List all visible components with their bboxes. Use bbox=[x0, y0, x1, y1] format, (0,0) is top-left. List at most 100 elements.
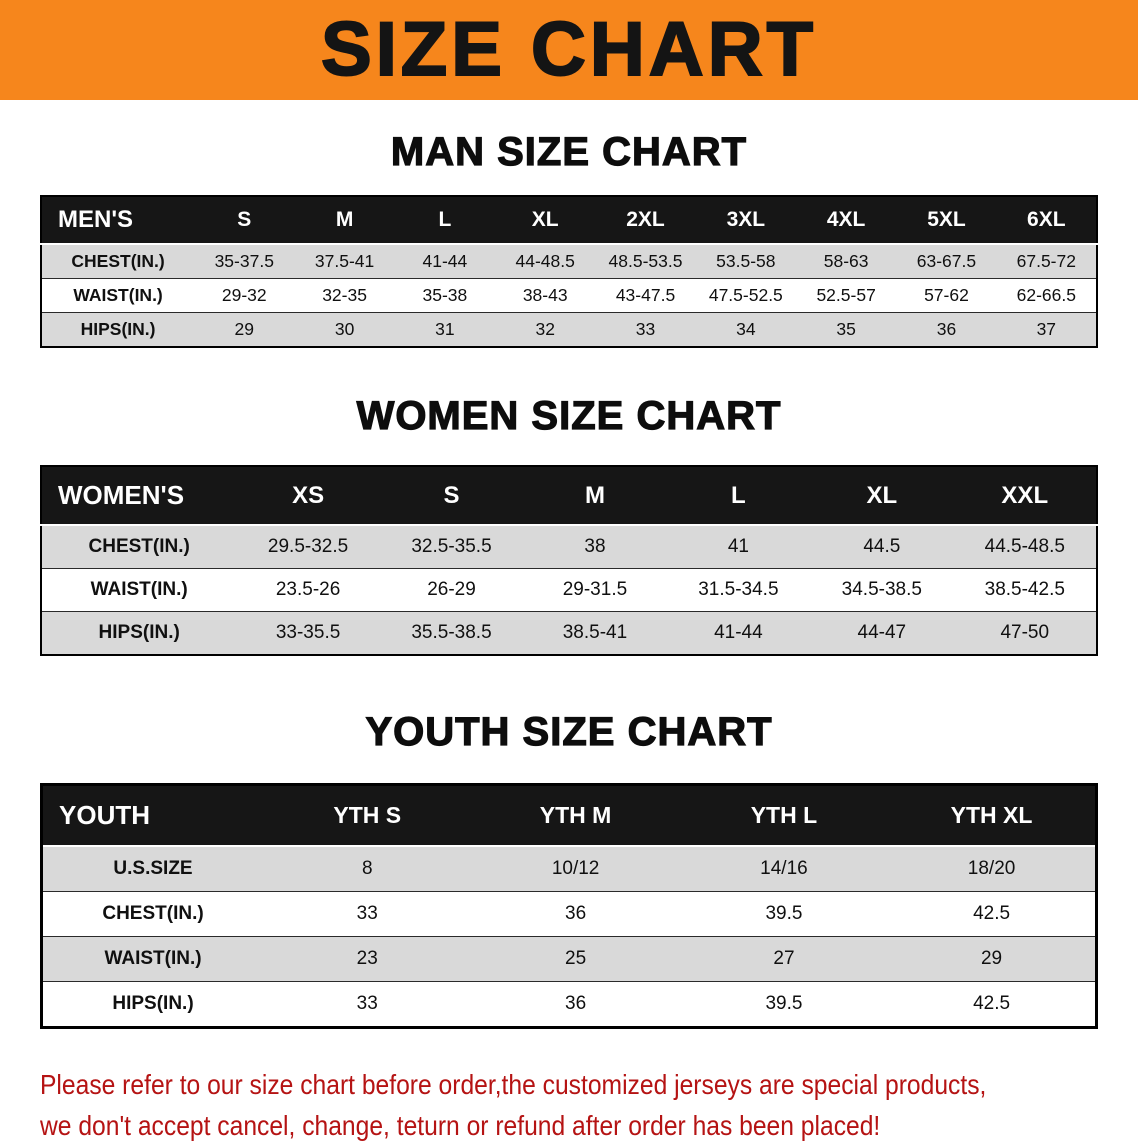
table-row: WAIST(IN.) 23 25 27 29 bbox=[41, 936, 1097, 982]
size-value: 42.5 bbox=[888, 981, 1097, 1028]
men-section: MAN SIZE CHART MEN'S S M L XL 2XL 3XL 4XL 5XL 6XL… bbox=[0, 129, 1138, 348]
row-label: WAIST(IN.) bbox=[41, 936, 264, 982]
size-column-header: 5XL bbox=[896, 196, 997, 245]
size-value: 44-47 bbox=[810, 611, 954, 655]
size-value: 35-38 bbox=[394, 278, 496, 313]
table-row: CHEST(IN.) 33 36 39.5 42.5 bbox=[41, 891, 1097, 937]
size-value: 62-66.5 bbox=[996, 278, 1097, 313]
size-value: 52.5-57 bbox=[795, 278, 897, 313]
table-title-cell: YOUTH bbox=[41, 784, 264, 847]
size-value: 48.5-53.5 bbox=[595, 243, 696, 279]
footer-notice: Please refer to our size chart before or… bbox=[40, 1065, 1098, 1146]
size-value: 36 bbox=[896, 312, 997, 347]
row-label: HIPS(IN.) bbox=[41, 981, 264, 1028]
size-value: 39.5 bbox=[679, 891, 889, 937]
size-value: 67.5-72 bbox=[996, 243, 1097, 279]
size-value: 41-44 bbox=[666, 611, 811, 655]
size-value: 35 bbox=[795, 312, 897, 347]
page-title: SIZE CHART bbox=[320, 7, 817, 92]
size-value: 36 bbox=[471, 891, 680, 937]
size-value: 38.5-42.5 bbox=[953, 568, 1097, 612]
size-column-header: YTH S bbox=[263, 784, 472, 847]
size-value: 47-50 bbox=[953, 611, 1097, 655]
size-value: 38-43 bbox=[495, 278, 596, 313]
row-label: U.S.SIZE bbox=[41, 845, 264, 892]
size-value: 18/20 bbox=[888, 845, 1097, 892]
youth-size-table: YOUTH YTH S YTH M YTH L YTH XL U.S.SIZE 8 10/12… bbox=[40, 783, 1098, 1029]
size-value: 44.5-48.5 bbox=[953, 524, 1097, 569]
size-column-header: S bbox=[379, 466, 524, 526]
size-column-header: XXL bbox=[953, 466, 1097, 526]
row-label: CHEST(IN.) bbox=[41, 243, 195, 279]
size-value: 8 bbox=[263, 845, 472, 892]
content: MAN SIZE CHART MEN'S S M L XL 2XL 3XL 4XL 5XL 6XL… bbox=[0, 129, 1138, 1146]
size-value: 39.5 bbox=[679, 981, 889, 1028]
size-column-header: L bbox=[394, 196, 496, 245]
table-header-row: WOMEN'S XS S M L XL XXL bbox=[41, 466, 1097, 526]
table-row: CHEST(IN.) 29.5-32.5 32.5-35.5 38 41 44.5 44.5… bbox=[41, 524, 1097, 569]
size-column-header: XL bbox=[810, 466, 954, 526]
men-size-table: MEN'S S M L XL 2XL 3XL 4XL 5XL 6XL CHEST(IN.) 35-37… bbox=[40, 195, 1098, 348]
size-value: 44.5 bbox=[810, 524, 954, 569]
size-value: 25 bbox=[471, 936, 680, 982]
size-value: 37.5-41 bbox=[294, 243, 395, 279]
size-column-header: YTH M bbox=[471, 784, 680, 847]
size-value: 36 bbox=[471, 981, 680, 1028]
row-label: WAIST(IN.) bbox=[41, 568, 237, 612]
size-value: 43-47.5 bbox=[595, 278, 696, 313]
size-column-header: 4XL bbox=[795, 196, 897, 245]
size-value: 32 bbox=[495, 312, 596, 347]
table-row: WAIST(IN.) 29-32 32-35 35-38 38-43 43-47.5 47.… bbox=[41, 278, 1097, 313]
table-title-cell: MEN'S bbox=[41, 196, 195, 245]
size-column-header: YTH L bbox=[679, 784, 889, 847]
size-value: 35.5-38.5 bbox=[379, 611, 524, 655]
size-column-header: XS bbox=[236, 466, 380, 526]
size-value: 29 bbox=[888, 936, 1097, 982]
women-size-table: WOMEN'S XS S M L XL XXL CHEST(IN.) 29.5-32.5 32.5… bbox=[40, 465, 1098, 656]
women-section: WOMEN SIZE CHART WOMEN'S XS S M L XL XXL CHEST(… bbox=[0, 393, 1138, 656]
row-label: WAIST(IN.) bbox=[41, 278, 195, 313]
size-value: 42.5 bbox=[888, 891, 1097, 937]
size-value: 29.5-32.5 bbox=[236, 524, 380, 569]
size-column-header: 2XL bbox=[595, 196, 696, 245]
size-column-header: 3XL bbox=[695, 196, 796, 245]
size-value: 23.5-26 bbox=[236, 568, 380, 612]
youth-section: YOUTH SIZE CHART YOUTH YTH S YTH M YTH L YTH… bbox=[0, 709, 1138, 1029]
size-value: 23 bbox=[263, 936, 472, 982]
table-title-cell: WOMEN'S bbox=[41, 466, 237, 526]
size-value: 33 bbox=[595, 312, 696, 347]
size-value: 41 bbox=[666, 524, 811, 569]
size-value: 37 bbox=[996, 312, 1097, 347]
size-value: 57-62 bbox=[896, 278, 997, 313]
size-value: 33 bbox=[263, 891, 472, 937]
table-header-row: MEN'S S M L XL 2XL 3XL 4XL 5XL 6XL bbox=[41, 196, 1097, 245]
size-value: 31 bbox=[394, 312, 496, 347]
row-label: HIPS(IN.) bbox=[41, 611, 237, 655]
size-column-header: L bbox=[666, 466, 811, 526]
size-column-header: YTH XL bbox=[888, 784, 1097, 847]
size-value: 47.5-52.5 bbox=[695, 278, 796, 313]
size-value: 14/16 bbox=[679, 845, 889, 892]
table-header-row: YOUTH YTH S YTH M YTH L YTH XL bbox=[41, 784, 1097, 847]
men-heading: MAN SIZE CHART bbox=[390, 129, 748, 174]
youth-heading: YOUTH SIZE CHART bbox=[365, 709, 773, 754]
row-label: CHEST(IN.) bbox=[41, 524, 237, 569]
size-value: 44-48.5 bbox=[495, 243, 596, 279]
size-value: 32.5-35.5 bbox=[379, 524, 524, 569]
notice-line-1: Please refer to our size chart before or… bbox=[40, 1069, 987, 1100]
row-label: CHEST(IN.) bbox=[41, 891, 264, 937]
size-value: 33-35.5 bbox=[236, 611, 380, 655]
size-column-header: 6XL bbox=[996, 196, 1097, 245]
size-value: 38 bbox=[523, 524, 667, 569]
table-row: HIPS(IN.) 33 36 39.5 42.5 bbox=[41, 981, 1097, 1028]
size-value: 38.5-41 bbox=[523, 611, 667, 655]
size-value: 31.5-34.5 bbox=[666, 568, 811, 612]
banner: SIZE CHART bbox=[0, 0, 1138, 100]
size-value: 27 bbox=[679, 936, 889, 982]
size-value: 29-31.5 bbox=[523, 568, 667, 612]
table-row: CHEST(IN.) 35-37.5 37.5-41 41-44 44-48.5 48.5… bbox=[41, 243, 1097, 279]
size-value: 29-32 bbox=[194, 278, 295, 313]
table-row: WAIST(IN.) 23.5-26 26-29 29-31.5 31.5-34.5 34… bbox=[41, 568, 1097, 612]
table-row: U.S.SIZE 8 10/12 14/16 18/20 bbox=[41, 845, 1097, 892]
